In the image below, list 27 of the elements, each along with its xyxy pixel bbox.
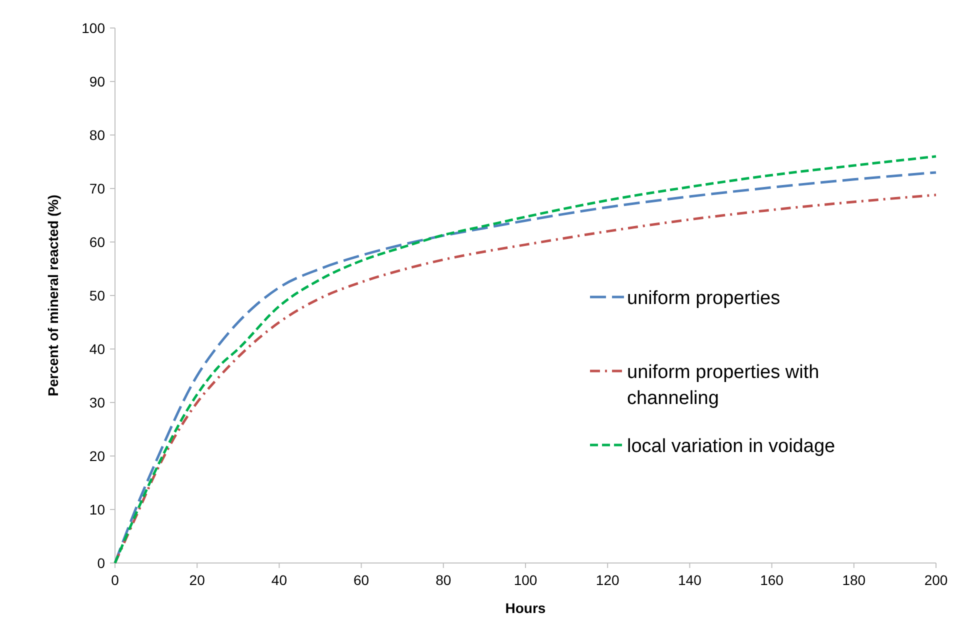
x-tick-label: 160 [760,572,784,588]
x-tick-label: 120 [596,572,620,588]
y-tick-label: 30 [89,394,106,410]
x-axis-title: Hours [505,600,546,616]
y-tick-label: 40 [89,341,106,357]
x-tick-label: 180 [842,572,866,588]
y-tick-label: 70 [89,180,106,196]
x-tick-label: 140 [678,572,702,588]
y-tick-label: 80 [89,127,106,143]
x-tick-label: 60 [354,572,370,588]
y-tick-label: 0 [97,555,106,571]
legend-label: local variation in voidage [627,436,836,457]
y-tick-label: 50 [89,288,106,304]
x-tick-label: 100 [514,572,538,588]
x-tick-label: 200 [924,572,948,588]
y-tick-label: 100 [82,20,106,36]
y-tick-label: 20 [89,448,106,464]
y-tick-label: 90 [89,74,106,90]
legend-label: uniform properties with channeling [627,362,820,409]
legend-label: uniform properties [627,288,780,309]
y-axis-title: Percent of mineral reacted (%) [45,194,61,396]
x-tick-label: 80 [436,572,452,588]
x-tick-label: 0 [111,572,120,588]
y-tick-label: 60 [89,234,106,250]
y-tick-label: 10 [89,502,106,518]
x-tick-label: 40 [271,572,288,588]
x-tick-label: 20 [189,572,206,588]
